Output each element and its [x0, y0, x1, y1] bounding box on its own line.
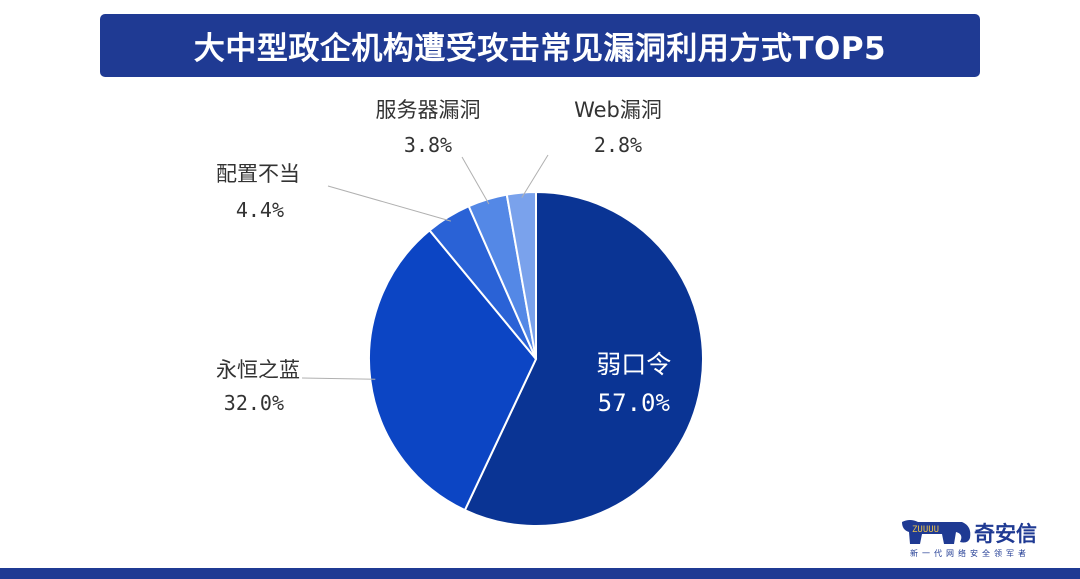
slice-labels: 弱口令 57.0% 永恒之蓝 32.0% 配置不当 4.4% 服务器漏洞 3.8% Web漏洞 2… [216, 98, 671, 417]
slice-label-value: 2.8% [594, 133, 642, 157]
leader-lines [301, 154, 549, 380]
title-banner: 大中型政企机构遭受攻击常见漏洞利用方式TOP5 [100, 14, 980, 77]
slice-label-name: 服务器漏洞 [376, 98, 481, 122]
slice-label-value: 3.8% [404, 133, 452, 157]
leader-line [301, 377, 376, 380]
slice-label-name: Web漏洞 [574, 98, 662, 122]
pie-slice [505, 190, 537, 360]
chart-title: 大中型政企机构遭受攻击常见漏洞利用方式TOP5 [193, 31, 887, 67]
logo-brand: 奇安信 [974, 522, 1037, 546]
slice-label-value: 32.0% [224, 391, 284, 415]
tiger-logo-icon: ZUUUU [902, 520, 971, 544]
slice-label-value: 4.4% [236, 198, 284, 222]
pie-slices [367, 190, 704, 527]
logo-mark-text: ZUUUU [912, 525, 939, 535]
pie-slice [463, 190, 704, 527]
leader-line [461, 156, 490, 205]
leader-line [327, 185, 452, 222]
leader-line [521, 154, 549, 198]
slice-label-value: 57.0% [598, 389, 671, 417]
slice-label-name: 配置不当 [216, 162, 300, 186]
logo-slogan: 新一代网络安全领军者 [910, 549, 1030, 558]
slice-label-name: 永恒之蓝 [216, 358, 300, 382]
slice-label-name: 弱口令 [596, 350, 671, 379]
pie-slice [367, 228, 538, 512]
bottom-bar [0, 568, 1080, 579]
qianxin-logo: ZUUUU 奇安信 新一代网络安全领军者 [900, 516, 1060, 562]
